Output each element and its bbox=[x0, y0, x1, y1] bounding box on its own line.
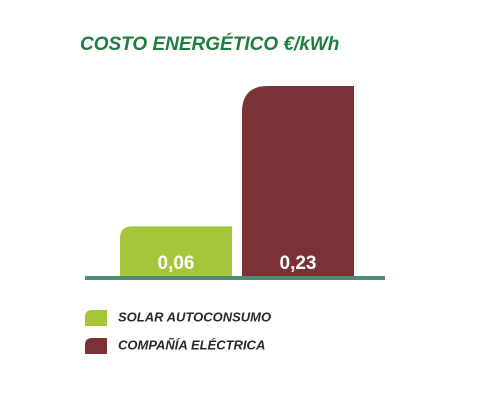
legend-swatch bbox=[85, 338, 107, 354]
chart-title: COSTO ENERGÉTICO €/kWh bbox=[80, 33, 339, 55]
legend-label: COMPAÑÍA ELÉCTRICA bbox=[118, 337, 265, 352]
legend-swatch bbox=[85, 310, 107, 326]
bar bbox=[120, 226, 232, 276]
bar bbox=[242, 86, 354, 276]
value-label: 0,23 bbox=[280, 253, 317, 274]
legend-label: SOLAR AUTOCONSUMO bbox=[118, 309, 271, 324]
value-label: 0,06 bbox=[158, 253, 195, 274]
